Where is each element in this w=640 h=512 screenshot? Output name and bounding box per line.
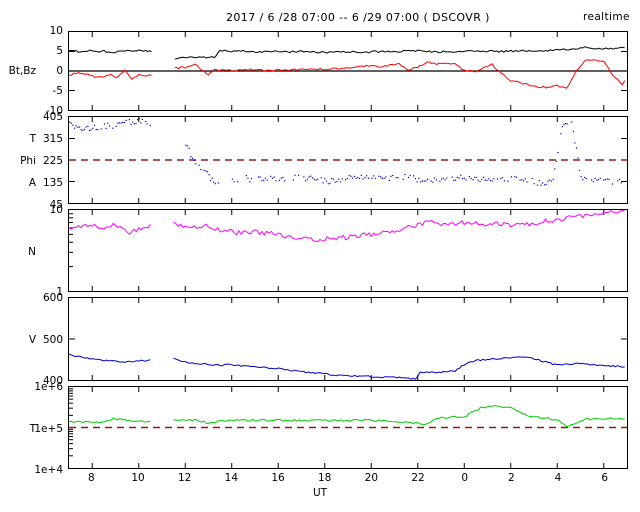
- xtick-3: 14: [224, 472, 239, 484]
- xtick-8: 0: [461, 472, 468, 484]
- ytick-p5-0: 1e+6: [34, 381, 63, 393]
- ytick-p2-0: 405: [42, 111, 63, 123]
- xtick-5: 18: [317, 472, 332, 484]
- ytick-p4-2: 400: [42, 375, 63, 387]
- panel-velocity: [68, 297, 628, 381]
- ytick-p1-4: -10: [45, 105, 63, 117]
- ytick-p2-4: 45: [49, 199, 63, 211]
- ytick-p1-3: -5: [52, 85, 63, 97]
- xtick-11: 6: [601, 472, 608, 484]
- axis-name-bt-bz: Bt,Bz: [8, 65, 36, 77]
- ytick-p4-0: 600: [42, 292, 63, 304]
- axis-name-n: N: [28, 246, 36, 258]
- panel-phi: [68, 116, 628, 204]
- ytick-p2-1: 315: [42, 133, 63, 145]
- ytick-p4-1: 500: [42, 334, 63, 346]
- realtime-badge: realtime: [583, 11, 630, 23]
- ytick-p1-2: 0: [56, 65, 63, 77]
- xtick-10: 4: [554, 472, 562, 484]
- panel-temperature: [68, 386, 628, 469]
- axis-name-theta: T: [29, 133, 36, 145]
- ytick-p2-2: 225: [42, 155, 63, 167]
- plot-title: 2017 / 6 /28 07:00 -- 6 /29 07:00 ( DSCO…: [226, 11, 490, 24]
- ytick-p3-0: 10: [49, 204, 63, 216]
- axis-name-v: V: [28, 334, 36, 346]
- x-axis-label: UT: [312, 487, 328, 499]
- ytick-p3-1: 1: [56, 286, 63, 298]
- ytick-p1-1: 5: [56, 45, 63, 57]
- xtick-2: 12: [177, 472, 192, 484]
- xtick-0: 8: [87, 472, 95, 484]
- ytick-p2-3: 135: [42, 177, 63, 189]
- xtick-1: 10: [131, 472, 145, 484]
- axis-name-t: T: [29, 423, 36, 435]
- xtick-9: 2: [507, 472, 515, 484]
- axis-name-a: A: [28, 177, 36, 189]
- xtick-7: 22: [411, 472, 425, 484]
- ytick-p5-2: 1e+4: [34, 464, 63, 476]
- ytick-p5-1: 1e+5: [34, 423, 63, 435]
- ytick-p1-0: 10: [49, 25, 63, 37]
- panel-bt-bz: [68, 31, 628, 111]
- xtick-6: 20: [364, 472, 379, 484]
- panel-density: [68, 209, 628, 292]
- xtick-4: 16: [271, 472, 285, 484]
- axis-name-phi: Phi: [20, 155, 36, 167]
